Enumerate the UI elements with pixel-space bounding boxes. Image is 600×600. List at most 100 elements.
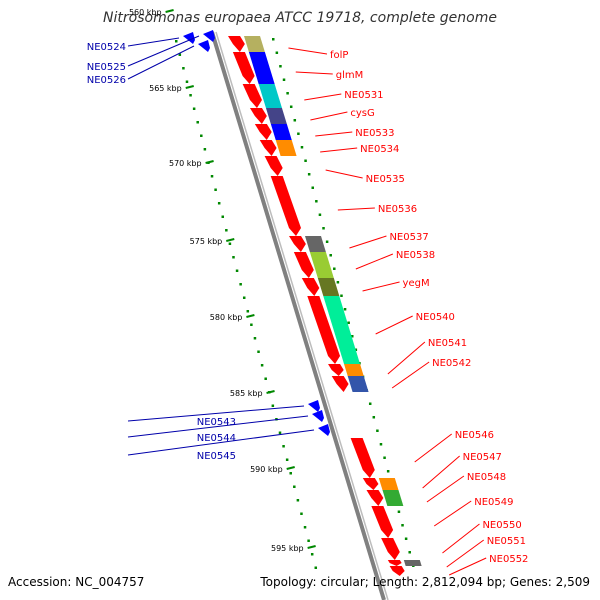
outer-dot (333, 267, 336, 270)
cog-block-NE0533 (270, 124, 292, 140)
reverse-gene-NE0544 (312, 410, 324, 422)
forward-gene-NE0533 (254, 124, 272, 140)
outer-dot (343, 308, 347, 311)
ruler-dot (214, 188, 217, 191)
ruler-dot (285, 458, 289, 461)
forward-gene-label: NE0538 (396, 250, 435, 261)
forward-gene-label: NE0531 (344, 90, 383, 101)
ruler-dot (246, 310, 250, 313)
ruler-tick-label: 590 kbp (250, 465, 283, 474)
forward-gene-label: NE0541 (428, 338, 467, 349)
cog-block-NE0548 (382, 490, 404, 506)
cog-block-yegM (317, 278, 340, 296)
forward-gene-NE0534 (259, 140, 277, 156)
forward-gene-NE0549 (371, 506, 394, 538)
cog-block-cysG (265, 108, 287, 124)
reverse-gene-label: NE0544 (197, 433, 236, 444)
forward-gene-NE0547 (362, 478, 379, 490)
forward-connector (387, 341, 426, 375)
cog-block-NE0540 (323, 296, 361, 364)
forward-gene-labels: folP glmM NE0531 cysG NE0533 NE0534 NE0535 NE05… (288, 47, 528, 576)
outer-dot (351, 335, 354, 338)
forward-gene-label: NE0535 (366, 174, 405, 185)
reverse-gene-NE0525 (203, 30, 215, 42)
ruler-tick-label: 570 kbp (169, 159, 202, 168)
forward-connector (295, 71, 333, 75)
ruler-tick-label: 565 kbp (149, 84, 182, 93)
outer-dot (404, 537, 408, 540)
forward-connector (375, 315, 413, 335)
forward-connector (310, 111, 348, 121)
ruler-dot (293, 485, 296, 488)
ruler-dot (260, 364, 264, 367)
forward-gene-label: yegM (403, 278, 430, 289)
forward-gene-label: NE0547 (463, 452, 502, 463)
ruler-tick-label: 595 kbp (271, 544, 304, 553)
cog-block-NE0542 (347, 376, 369, 392)
ruler-dot (242, 296, 246, 299)
cog-block-NE0541 (344, 364, 364, 376)
ruler-dot (192, 107, 196, 110)
ruler-dot (300, 512, 303, 515)
reverse-gene-labels: NE0524 NE0525 NE0526 NE0543 NE0544 NE0545 (87, 35, 315, 462)
forward-connector (391, 361, 430, 389)
ruler-dot (175, 40, 178, 43)
cog-block-folP (244, 36, 265, 52)
forward-gene-NE0542 (331, 376, 349, 392)
forward-gene-NE0550 (381, 538, 400, 560)
forward-gene-label: NE0552 (489, 554, 528, 565)
outer-dot (336, 281, 340, 284)
ruler-dot (235, 269, 239, 272)
ruler-dot (182, 67, 185, 70)
outer-dot (340, 294, 343, 297)
ruler-dot (210, 175, 214, 178)
reverse-gene-label: NE0545 (197, 451, 236, 462)
ruler-dot (289, 472, 292, 475)
forward-connector (325, 169, 363, 179)
cog-block-NE0551 (403, 560, 422, 566)
cog-block-glmM (248, 52, 275, 84)
ruler-dot (310, 553, 314, 556)
forward-gene-label: NE0546 (455, 430, 494, 441)
ruler-dot (253, 337, 257, 340)
ruler-tick-label: 560 kbp (129, 8, 162, 17)
ruler-dot (307, 539, 310, 542)
ruler-dot (203, 148, 207, 151)
forward-gene-label: NE0537 (389, 232, 428, 243)
forward-gene-label: NE0542 (432, 358, 471, 369)
outer-dot (354, 348, 358, 351)
ruler-dot (239, 283, 242, 286)
outer-dot (408, 551, 411, 554)
cog-block-NE0538 (309, 252, 334, 278)
forward-gene-label: folP (330, 50, 348, 61)
ruler-tick-mark (226, 238, 235, 242)
forward-gene-glmM (232, 52, 255, 84)
forward-gene-NE0531 (242, 84, 262, 108)
reverse-strand-track (183, 30, 330, 436)
ruler-dot (217, 202, 221, 205)
reverse-gene-label: NE0524 (87, 42, 126, 53)
forward-gene-label: NE0551 (487, 536, 526, 547)
map-title: Nitrosomonas europaea ATCC 19718, comple… (103, 10, 497, 26)
outer-dot (297, 132, 300, 135)
outer-dot (383, 456, 386, 459)
outer-dot (293, 119, 297, 122)
ruler-dot (185, 80, 189, 83)
outer-dot (275, 51, 279, 54)
outer-dot (379, 443, 383, 446)
ruler-tick-mark (246, 314, 255, 318)
outer-dot (304, 159, 307, 162)
forward-connector (414, 433, 453, 463)
forward-connector (315, 131, 353, 137)
forward-connector (320, 147, 358, 153)
forward-connector (422, 455, 460, 489)
forward-connector (433, 500, 472, 527)
outer-dot (401, 524, 404, 527)
ruler-dot (232, 256, 235, 259)
forward-strand-track (228, 36, 405, 576)
ruler-dot (250, 323, 253, 326)
backbone-highlight (215, 31, 389, 600)
ruler-dot (264, 377, 267, 380)
outer-dot (386, 470, 390, 473)
